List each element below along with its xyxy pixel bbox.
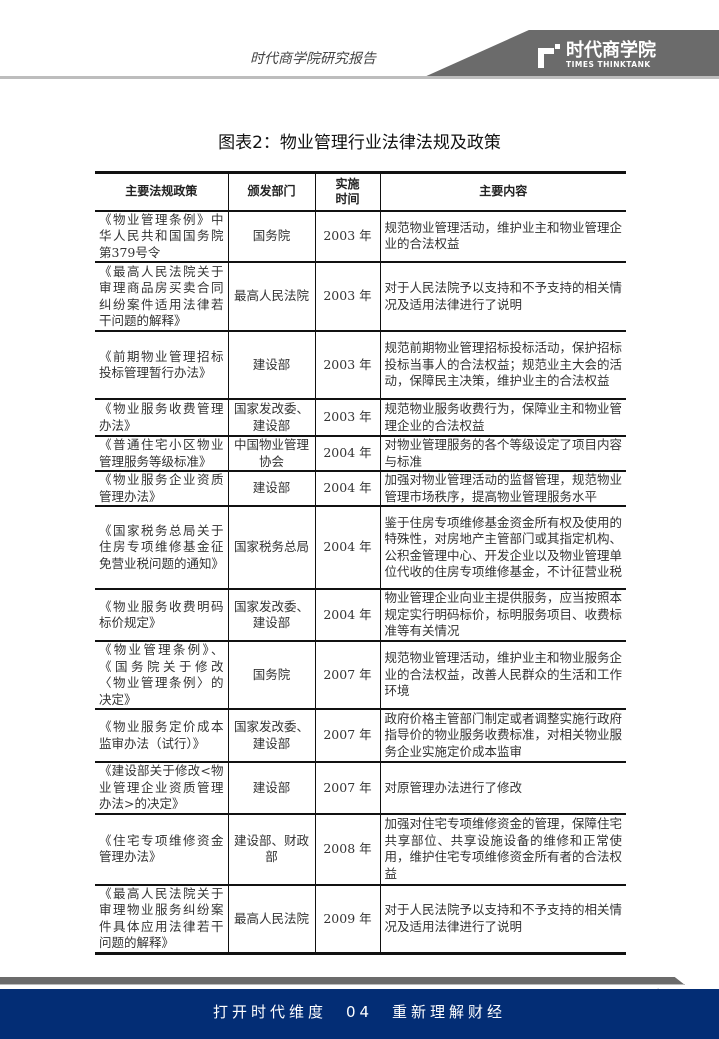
issuing-department: 最高人民法院 (227, 884, 315, 955)
regulation-name: 《建设部关于修改<物业管理企业资质管理办法>的决定》 (95, 762, 228, 815)
effective-year: 2003 年 (314, 331, 380, 400)
main-content: 对物业管理服务的各个等级设定了项目内容与标准 (379, 436, 626, 472)
issuing-department: 国家发改委、建设部 (227, 589, 315, 642)
main-content: 规范物业管理活动，维护业主和物业管理企业的合法权益 (379, 210, 626, 263)
effective-year: 2008 年 (314, 813, 380, 886)
table-row: 《国家税务总局关于住房专项维修基金征免营业税问题的通知》 国家税务总局 2004 年… (95, 506, 626, 590)
logo-mark-icon (538, 43, 560, 68)
regulation-name: 《国家税务总局关于住房专项维修基金征免营业税问题的通知》 (95, 506, 228, 590)
table-row: 《最高人民法院关于审理物业服务纠纷案件具体应用法律若干问题的解释》 最高人民法院 2… (95, 884, 626, 955)
main-content: 物业管理企业向业主提供服务，应当按照本规定实行明码标价，标明服务项目、收费标准等… (379, 589, 626, 642)
effective-year: 2003 年 (314, 262, 380, 332)
column-header: 主要法规政策 (95, 172, 228, 212)
table-row: 《物业服务收费管理办法》 国家发改委、建设部 2003 年规范物业服务收费行为，保障… (95, 399, 626, 437)
table-row: 《物业管理条例》中华人民共和国国务院第379号令 国务院 2003 年规范物业管理活… (95, 210, 626, 263)
table-row: 《前期物业管理招标投标管理暂行办法》 建设部 2003 年规范前期物业管理招标投标活… (95, 331, 626, 400)
table-row: 《住宅专项维修资金管理办法》 建设部、财政部 2008 年加强对住宅专项维修资金的管… (95, 813, 626, 886)
regulation-name: 《物业管理条例》中华人民共和国国务院第379号令 (95, 210, 228, 263)
regulation-name: 《前期物业管理招标投标管理暂行办法》 (95, 331, 228, 400)
footer-band (0, 977, 685, 985)
column-header: 主要内容 (379, 172, 626, 212)
regulation-name: 《最高人民法院关于审理商品房买卖合同纠纷案件适用法律若干问题的解释》 (95, 262, 228, 332)
table-row: 《物业管理条例》、《国务院关于修改〈物业管理条例〉的决定》 国务院 2007 年规范… (95, 641, 626, 710)
table-row: 《物业服务收费明码标价规定》 国家发改委、建设部 2004 年物业管理企业向业主提供… (95, 589, 626, 642)
table-row: 《物业服务定价成本监审办法（试行）》 国家发改委、建设部 2007 年政府价格主管部… (95, 709, 626, 763)
effective-year: 2004 年 (314, 589, 380, 642)
footer-divider (0, 984, 685, 985)
regulation-name: 《最高人民法院关于审理物业服务纠纷案件具体应用法律若干问题的解释》 (95, 884, 228, 955)
effective-year: 2003 年 (314, 210, 380, 263)
main-content: 加强对住宅专项维修资金的管理，保障住宅共享部位、共享设施设备的维修和正常使用，维… (379, 813, 626, 886)
effective-year: 2009 年 (314, 884, 380, 955)
issuing-department: 中国物业管理协会 (227, 436, 315, 472)
issuing-department: 建设部、财政部 (227, 813, 315, 886)
issuing-department: 国家税务总局 (227, 506, 315, 590)
issuing-department: 国家发改委、建设部 (227, 399, 315, 437)
table-row: 《普通住宅小区物业管理服务等级标准》 中国物业管理协会 2004 年对物业管理服务的… (95, 436, 626, 472)
issuing-department: 建设部 (227, 762, 315, 815)
column-header: 实施时间 (314, 172, 380, 212)
regulation-name: 《住宅专项维修资金管理办法》 (95, 813, 228, 886)
main-content: 规范前期物业管理招标投标活动，保护招标投标当事人的合法权益；规范业主大会的活动，… (379, 331, 626, 400)
header-title: 时代商学院研究报告 (250, 51, 376, 67)
effective-year: 2007 年 (314, 709, 380, 763)
effective-year: 2003 年 (314, 399, 380, 437)
regulation-name: 《物业管理条例》、《国务院关于修改〈物业管理条例〉的决定》 (95, 641, 228, 710)
regulation-name: 《物业服务收费明码标价规定》 (95, 589, 228, 642)
issuing-department: 国务院 (227, 210, 315, 263)
logo-text-cn: 时代商学院 (566, 40, 656, 61)
column-header: 颁发部门 (227, 172, 315, 212)
footer-slogan: 打开时代维度 04 重新理解财经 (0, 989, 719, 1039)
main-content: 对于人民法院予以支持和不予支持的相关情况及适用法律进行了说明 (379, 262, 626, 332)
table-row: 《建设部关于修改<物业管理企业资质管理办法>的决定》 建设部 2007 年对原管理办… (95, 762, 626, 815)
issuing-department: 国务院 (227, 641, 315, 710)
issuing-department: 建设部 (227, 471, 315, 507)
table-row: 《物业服务企业资质管理办法》 建设部 2004 年加强对物业管理活动的监督管理，规范… (95, 471, 626, 507)
regulation-name: 《物业服务企业资质管理办法》 (95, 471, 228, 507)
issuing-department: 最高人民法院 (227, 262, 315, 332)
figure-title: 图表2：物业管理行业法律法规及政策 (218, 133, 501, 153)
main-content: 对于人民法院予以支持和不予支持的相关情况及适用法律进行了说明 (379, 884, 626, 955)
issuing-department: 国家发改委、建设部 (227, 709, 315, 763)
main-content: 加强对物业管理活动的监督管理，规范物业管理市场秩序，提高物业管理服务水平 (379, 471, 626, 507)
regulation-name: 《物业服务收费管理办法》 (95, 399, 228, 437)
regulation-name: 《普通住宅小区物业管理服务等级标准》 (95, 436, 228, 472)
main-content: 政府价格主管部门制定或者调整实施行政府指导价的物业服务收费标准，对相关物业服务企… (379, 709, 626, 763)
regulation-name: 《物业服务定价成本监审办法（试行）》 (95, 709, 228, 763)
logo: 时代商学院 TIMES THINKTANK (538, 42, 656, 69)
effective-year: 2004 年 (314, 436, 380, 472)
issuing-department: 建设部 (227, 331, 315, 400)
logo-text-en: TIMES THINKTANK (566, 60, 651, 69)
effective-year: 2007 年 (314, 641, 380, 710)
table-row: 《最高人民法院关于审理商品房买卖合同纠纷案件适用法律若干问题的解释》 最高人民法院… (95, 262, 626, 332)
regulations-table: 主要法规政策 颁发部门 实施时间 主要内容 《物业管理条例》中华人民共和国国务院… (95, 171, 626, 955)
header-divider (0, 76, 719, 79)
main-content: 规范物业服务收费行为，保障业主和物业管理企业的合法权益 (379, 399, 626, 437)
main-content: 规范物业管理活动，维护业主和物业服务企业的合法权益，改善人民群众的生活和工作环境 (379, 641, 626, 710)
effective-year: 2004 年 (314, 506, 380, 590)
main-content: 对原管理办法进行了修改 (379, 762, 626, 815)
effective-year: 2007 年 (314, 762, 380, 815)
main-content: 鉴于住房专项维修基金资金所有权及使用的特殊性，对房地产主管部门或其指定机构、公积… (379, 506, 626, 590)
effective-year: 2004 年 (314, 471, 380, 507)
table-header-row: 主要法规政策 颁发部门 实施时间 主要内容 (95, 172, 626, 212)
